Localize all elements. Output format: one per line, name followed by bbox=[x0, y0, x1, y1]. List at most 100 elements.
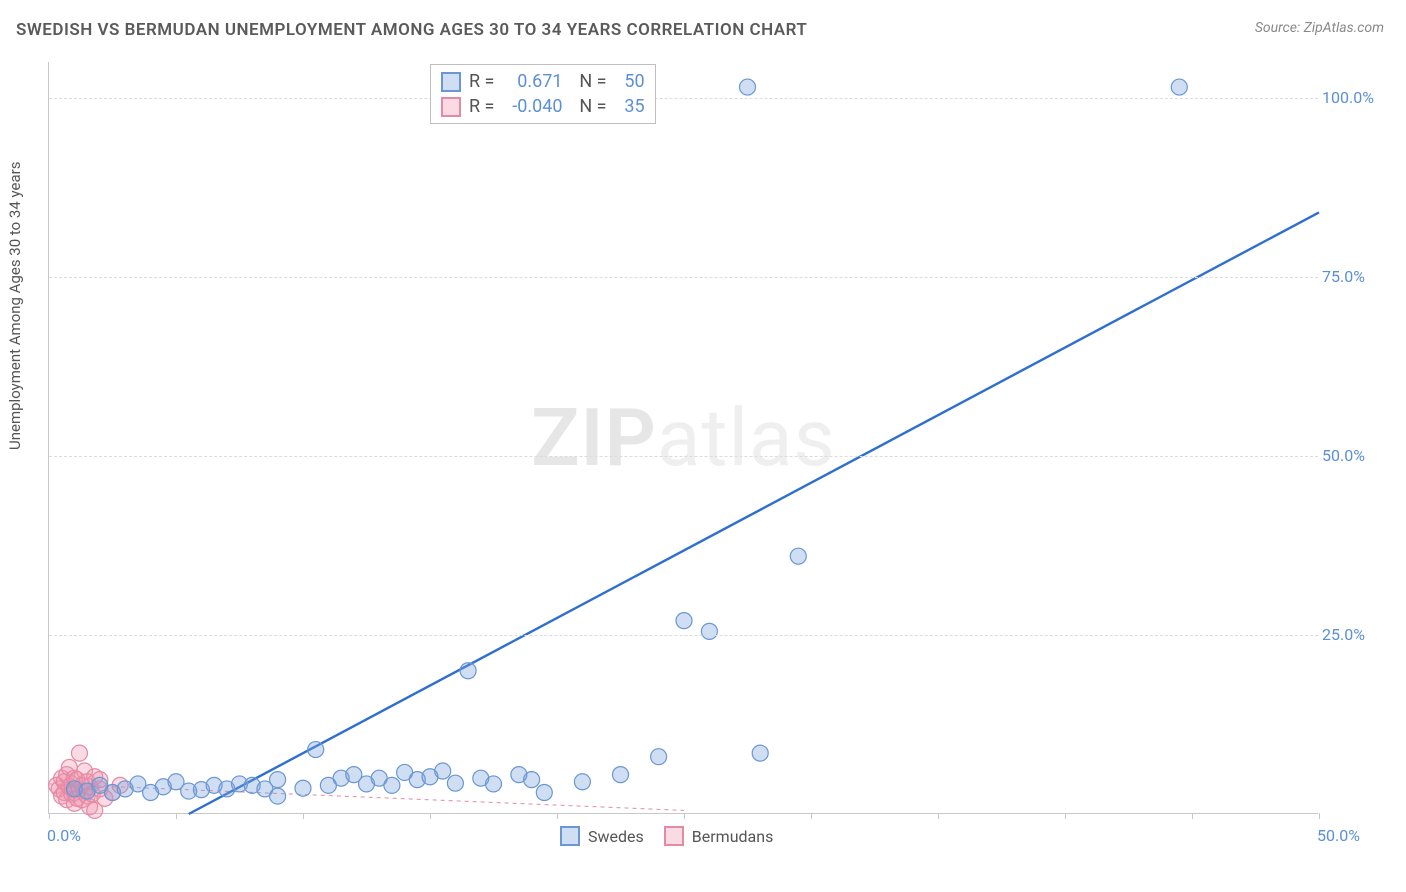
watermark-light: atlas bbox=[657, 391, 836, 485]
legend-swatch bbox=[664, 826, 684, 846]
scatter-point-swedes bbox=[435, 763, 451, 779]
scatter-point-bermudans bbox=[69, 772, 85, 788]
watermark: ZIPatlas bbox=[531, 391, 836, 485]
scatter-point-bermudans bbox=[79, 774, 95, 790]
scatter-point-bermudans bbox=[54, 788, 70, 804]
scatter-point-swedes bbox=[371, 770, 387, 786]
scatter-point-bermudans bbox=[66, 770, 82, 786]
scatter-point-swedes bbox=[79, 783, 95, 799]
scatter-point-swedes bbox=[536, 785, 552, 801]
stats-swatch bbox=[441, 97, 461, 117]
scatter-point-bermudans bbox=[77, 783, 93, 799]
scatter-point-bermudans bbox=[69, 790, 85, 806]
scatter-point-bermudans bbox=[82, 799, 98, 815]
scatter-point-swedes bbox=[422, 769, 438, 785]
stats-r-value: -0.040 bbox=[502, 96, 562, 117]
scatter-point-bermudans bbox=[92, 772, 108, 788]
scatter-point-swedes bbox=[473, 770, 489, 786]
scatter-point-bermudans bbox=[49, 777, 65, 793]
x-tick bbox=[938, 813, 939, 819]
stats-row: R =0.671 N =50 bbox=[441, 69, 645, 94]
scatter-point-bermudans bbox=[87, 769, 103, 785]
scatter-point-swedes bbox=[384, 777, 400, 793]
scatter-point-bermudans bbox=[71, 781, 87, 797]
source-attribution: Source: ZipAtlas.com bbox=[1255, 20, 1384, 36]
scatter-point-swedes bbox=[168, 774, 184, 790]
scatter-point-bermudans bbox=[74, 792, 90, 808]
y-tick-label: 50.0% bbox=[1322, 446, 1402, 465]
trend-line-bermudans bbox=[49, 784, 684, 810]
scatter-point-bermudans bbox=[61, 759, 77, 775]
scatter-point-bermudans bbox=[56, 785, 72, 801]
scatter-point-swedes bbox=[676, 613, 692, 629]
scatter-point-swedes bbox=[359, 776, 375, 792]
scatter-point-bermudans bbox=[74, 777, 90, 793]
scatter-point-bermudans bbox=[59, 767, 75, 783]
scatter-point-swedes bbox=[181, 783, 197, 799]
legend-item: Bermudans bbox=[664, 826, 774, 846]
x-tick bbox=[49, 813, 50, 819]
scatter-point-bermudans bbox=[64, 786, 80, 802]
stats-n-value: 35 bbox=[615, 96, 645, 117]
x-tick bbox=[1319, 813, 1320, 819]
scatter-point-swedes bbox=[193, 782, 209, 798]
scatter-point-swedes bbox=[346, 767, 362, 783]
scatter-point-swedes bbox=[752, 745, 768, 761]
scatter-point-swedes bbox=[651, 749, 667, 765]
scatter-point-swedes bbox=[701, 623, 717, 639]
x-tick bbox=[557, 813, 558, 819]
scatter-point-swedes bbox=[92, 777, 108, 793]
scatter-point-bermudans bbox=[66, 785, 82, 801]
scatter-point-swedes bbox=[143, 785, 159, 801]
scatter-point-bermudans bbox=[59, 792, 75, 808]
scatter-point-swedes bbox=[219, 781, 235, 797]
scatter-point-bermudans bbox=[66, 795, 82, 811]
scatter-point-swedes bbox=[270, 788, 286, 804]
x-tick bbox=[811, 813, 812, 819]
scatter-point-bermudans bbox=[105, 785, 121, 801]
x-tick bbox=[1065, 813, 1066, 819]
scatter-point-swedes bbox=[295, 780, 311, 796]
scatter-point-swedes bbox=[130, 776, 146, 792]
x-tick bbox=[303, 813, 304, 819]
scatter-point-swedes bbox=[397, 764, 413, 780]
stats-row: R =-0.040 N =35 bbox=[441, 94, 645, 119]
scatter-point-swedes bbox=[244, 777, 260, 793]
y-tick-label: 100.0% bbox=[1322, 88, 1402, 107]
scatter-point-swedes bbox=[790, 548, 806, 564]
scatter-point-bermudans bbox=[77, 763, 93, 779]
scatter-point-bermudans bbox=[64, 776, 80, 792]
scatter-point-swedes bbox=[206, 777, 222, 793]
legend-swatch bbox=[560, 826, 580, 846]
x-tick bbox=[684, 813, 685, 819]
scatter-point-bermudans bbox=[97, 790, 113, 806]
x-tick bbox=[1192, 813, 1193, 819]
scatter-point-bermudans bbox=[71, 745, 87, 761]
scatter-point-bermudans bbox=[82, 779, 98, 795]
stats-n-value: 50 bbox=[615, 71, 645, 92]
legend-label: Bermudans bbox=[692, 827, 774, 846]
x-tick-label: 0.0% bbox=[47, 826, 81, 845]
scatter-point-swedes bbox=[460, 663, 476, 679]
scatter-point-swedes bbox=[155, 779, 171, 795]
scatter-point-swedes bbox=[740, 79, 756, 95]
scatter-point-swedes bbox=[511, 767, 527, 783]
y-tick-label: 25.0% bbox=[1322, 625, 1402, 644]
scatter-point-swedes bbox=[117, 781, 133, 797]
watermark-bold: ZIP bbox=[531, 391, 657, 485]
x-tick bbox=[430, 813, 431, 819]
gridline-h bbox=[49, 98, 1318, 99]
legend-label: Swedes bbox=[588, 827, 644, 846]
scatter-svg-layer bbox=[49, 62, 1318, 813]
stats-n-label: N = bbox=[570, 96, 606, 117]
scatter-point-swedes bbox=[1171, 79, 1187, 95]
stats-r-label: R = bbox=[469, 71, 494, 92]
plot-area: ZIPatlas 25.0%50.0%75.0%100.0%0.0%50.0% bbox=[48, 62, 1318, 814]
scatter-point-bermudans bbox=[79, 788, 95, 804]
chart-title: SWEDISH VS BERMUDAN UNEMPLOYMENT AMONG A… bbox=[16, 20, 807, 40]
scatter-point-swedes bbox=[409, 772, 425, 788]
scatter-point-swedes bbox=[574, 774, 590, 790]
scatter-point-swedes bbox=[486, 776, 502, 792]
y-tick-label: 75.0% bbox=[1322, 267, 1402, 286]
correlation-stats-box: R =0.671 N =50R = -0.040 N = 35 bbox=[430, 64, 656, 124]
